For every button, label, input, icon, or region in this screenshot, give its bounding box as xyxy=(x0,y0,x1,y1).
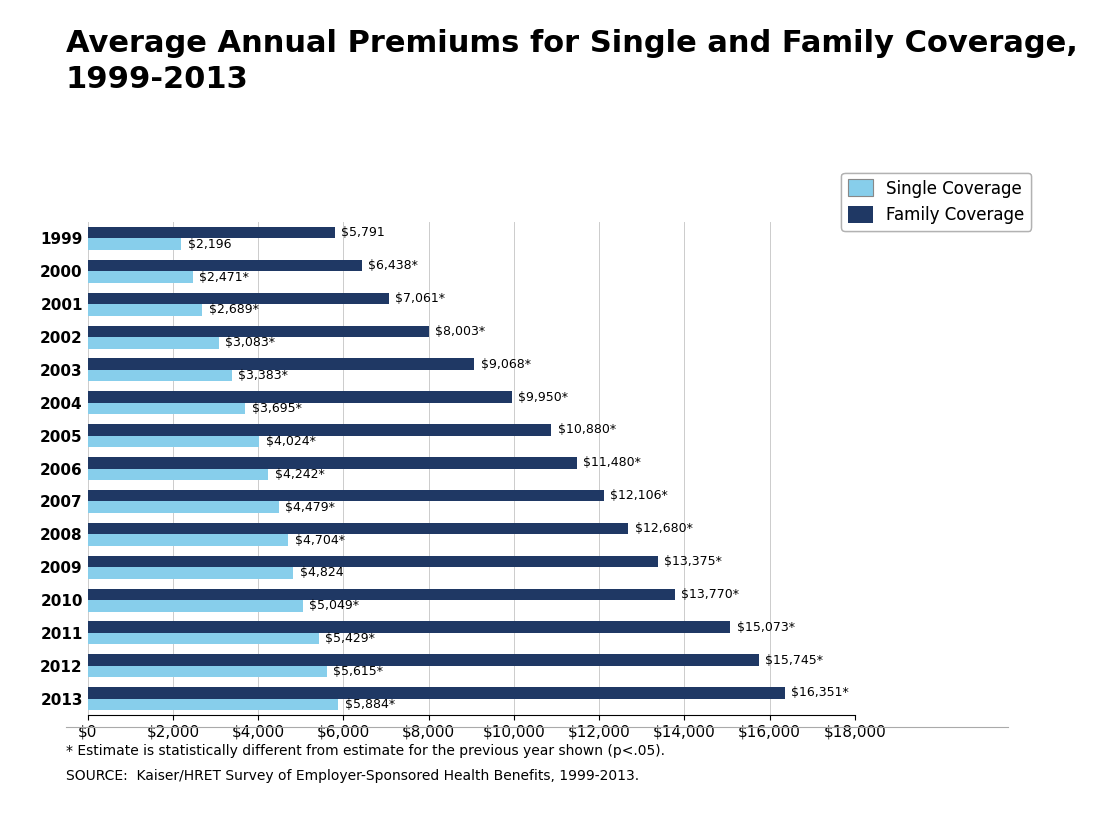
Text: $3,695*: $3,695* xyxy=(252,402,301,415)
Text: $5,049*: $5,049* xyxy=(309,599,359,612)
Bar xyxy=(88,337,219,349)
Bar xyxy=(88,469,269,480)
Legend: Single Coverage, Family Coverage: Single Coverage, Family Coverage xyxy=(842,173,1031,231)
Text: FAMILY: FAMILY xyxy=(985,773,1037,786)
Bar xyxy=(88,227,334,238)
Text: $5,615*: $5,615* xyxy=(333,665,384,678)
Bar xyxy=(88,523,628,534)
Text: $4,024*: $4,024* xyxy=(265,435,316,448)
Text: $12,680*: $12,680* xyxy=(635,522,693,535)
Bar xyxy=(88,457,576,469)
Bar xyxy=(88,589,674,600)
Bar xyxy=(88,567,294,579)
Text: $13,770*: $13,770* xyxy=(681,588,739,601)
Text: THE HENRY J.: THE HENRY J. xyxy=(989,741,1034,748)
Text: $4,242*: $4,242* xyxy=(275,468,324,481)
Text: $10,880*: $10,880* xyxy=(558,423,616,436)
Bar xyxy=(88,501,278,513)
Text: $5,884*: $5,884* xyxy=(345,698,395,711)
Text: $4,824: $4,824 xyxy=(299,566,343,580)
Bar xyxy=(88,358,475,370)
Text: $16,351*: $16,351* xyxy=(791,686,848,700)
Bar xyxy=(88,293,389,304)
Text: KAISER: KAISER xyxy=(984,755,1038,769)
Text: $2,471*: $2,471* xyxy=(199,270,249,284)
Bar xyxy=(88,391,512,403)
Bar xyxy=(88,304,203,316)
Text: $2,689*: $2,689* xyxy=(208,303,259,316)
Text: $4,704*: $4,704* xyxy=(295,533,344,547)
Text: $13,375*: $13,375* xyxy=(664,555,722,568)
Bar xyxy=(88,600,302,612)
Bar xyxy=(88,633,319,644)
Bar xyxy=(88,666,327,677)
Text: $5,429*: $5,429* xyxy=(326,632,375,645)
Text: $3,383*: $3,383* xyxy=(238,369,288,382)
Text: $15,745*: $15,745* xyxy=(765,653,823,667)
Text: $11,480*: $11,480* xyxy=(583,456,641,469)
Bar xyxy=(88,271,193,283)
Text: $3,083*: $3,083* xyxy=(226,336,275,349)
Bar xyxy=(88,699,339,710)
Bar xyxy=(88,238,181,250)
Bar xyxy=(88,424,551,436)
Text: $9,950*: $9,950* xyxy=(518,390,568,404)
Bar xyxy=(88,436,259,447)
Text: $2,196: $2,196 xyxy=(187,238,231,251)
Text: * Estimate is statistically different from estimate for the previous year shown : * Estimate is statistically different fr… xyxy=(66,744,665,758)
Text: $15,073*: $15,073* xyxy=(737,621,795,634)
Text: $8,003*: $8,003* xyxy=(435,325,486,338)
Text: $7,061*: $7,061* xyxy=(395,292,445,305)
Bar xyxy=(88,654,758,666)
Bar xyxy=(88,556,658,567)
Bar xyxy=(88,370,232,381)
Bar xyxy=(88,326,429,337)
Bar xyxy=(88,621,730,633)
Text: $6,438*: $6,438* xyxy=(368,259,419,272)
Text: $5,791: $5,791 xyxy=(341,226,385,239)
Text: $4,479*: $4,479* xyxy=(285,501,335,514)
Bar xyxy=(88,687,785,699)
Bar xyxy=(88,490,604,501)
Text: FOUNDATION: FOUNDATION xyxy=(989,793,1034,800)
Text: SOURCE:  Kaiser/HRET Survey of Employer-Sponsored Health Benefits, 1999-2013.: SOURCE: Kaiser/HRET Survey of Employer-S… xyxy=(66,769,639,783)
Text: $9,068*: $9,068* xyxy=(480,358,530,371)
Text: Average Annual Premiums for Single and Family Coverage,
1999-2013: Average Annual Premiums for Single and F… xyxy=(66,29,1077,94)
Text: $12,106*: $12,106* xyxy=(610,489,667,502)
Bar xyxy=(88,403,246,414)
Bar xyxy=(88,534,288,546)
Bar xyxy=(88,260,362,271)
